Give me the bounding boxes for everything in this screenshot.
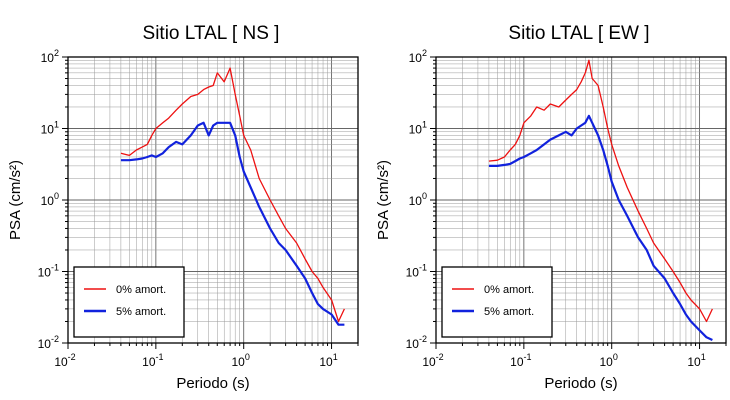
y-tick-label: 101 xyxy=(409,120,427,137)
x-tick-label: 10-1 xyxy=(510,352,531,369)
y-tick-label: 10-1 xyxy=(38,263,59,280)
y-tick-label: 102 xyxy=(41,48,59,65)
x-tick-label: 100 xyxy=(232,352,250,369)
chart-title: Sitio LTAL [ NS ] xyxy=(143,23,280,44)
legend-label: 0% amort. xyxy=(116,284,166,296)
chart-panel-2: 10-2 10-1 100 101 10-2 10-1 100 101 102 Sitio LTA… xyxy=(375,23,727,392)
x-axis-label: Periodo (s) xyxy=(176,375,249,392)
chart-panel-1: 10-2 10-1 100 101 10-2 10-1 100 101 102 Sitio LTA… xyxy=(7,23,359,392)
chart-title: Sitio LTAL [ EW ] xyxy=(508,23,649,44)
y-tick-label: 101 xyxy=(41,120,59,137)
y-tick-label: 10-1 xyxy=(406,263,427,280)
y-tick-label: 100 xyxy=(41,191,59,208)
y-axis-label: PSA (cm/s²) xyxy=(7,160,24,240)
x-tick-label: 10-2 xyxy=(54,352,75,369)
legend-box xyxy=(73,266,185,338)
series-line-zero-damping xyxy=(488,59,713,323)
y-tick-label: 102 xyxy=(409,48,427,65)
x-axis-label: Periodo (s) xyxy=(544,375,617,392)
series-line-five-damping xyxy=(120,121,345,326)
x-tick-label: 100 xyxy=(600,352,618,369)
series-line-zero-damping xyxy=(120,67,345,323)
grid xyxy=(67,56,359,344)
legend-box xyxy=(441,266,553,338)
legend-label: 5% amort. xyxy=(484,306,534,318)
legend: 0% amort. 5% amort. xyxy=(441,266,553,338)
x-tick-label: 10-2 xyxy=(422,352,443,369)
x-tick-label: 101 xyxy=(687,352,705,369)
legend: 0% amort. 5% amort. xyxy=(73,266,185,338)
y-axis-label: PSA (cm/s²) xyxy=(375,160,392,240)
x-tick-label: 101 xyxy=(319,352,337,369)
series-line-five-damping xyxy=(488,114,713,342)
y-tick-label: 10-2 xyxy=(406,334,427,351)
x-tick-label: 10-1 xyxy=(142,352,163,369)
y-tick-label: 10-2 xyxy=(38,334,59,351)
legend-label: 5% amort. xyxy=(116,306,166,318)
legend-label: 0% amort. xyxy=(484,284,534,296)
y-tick-label: 100 xyxy=(409,191,427,208)
